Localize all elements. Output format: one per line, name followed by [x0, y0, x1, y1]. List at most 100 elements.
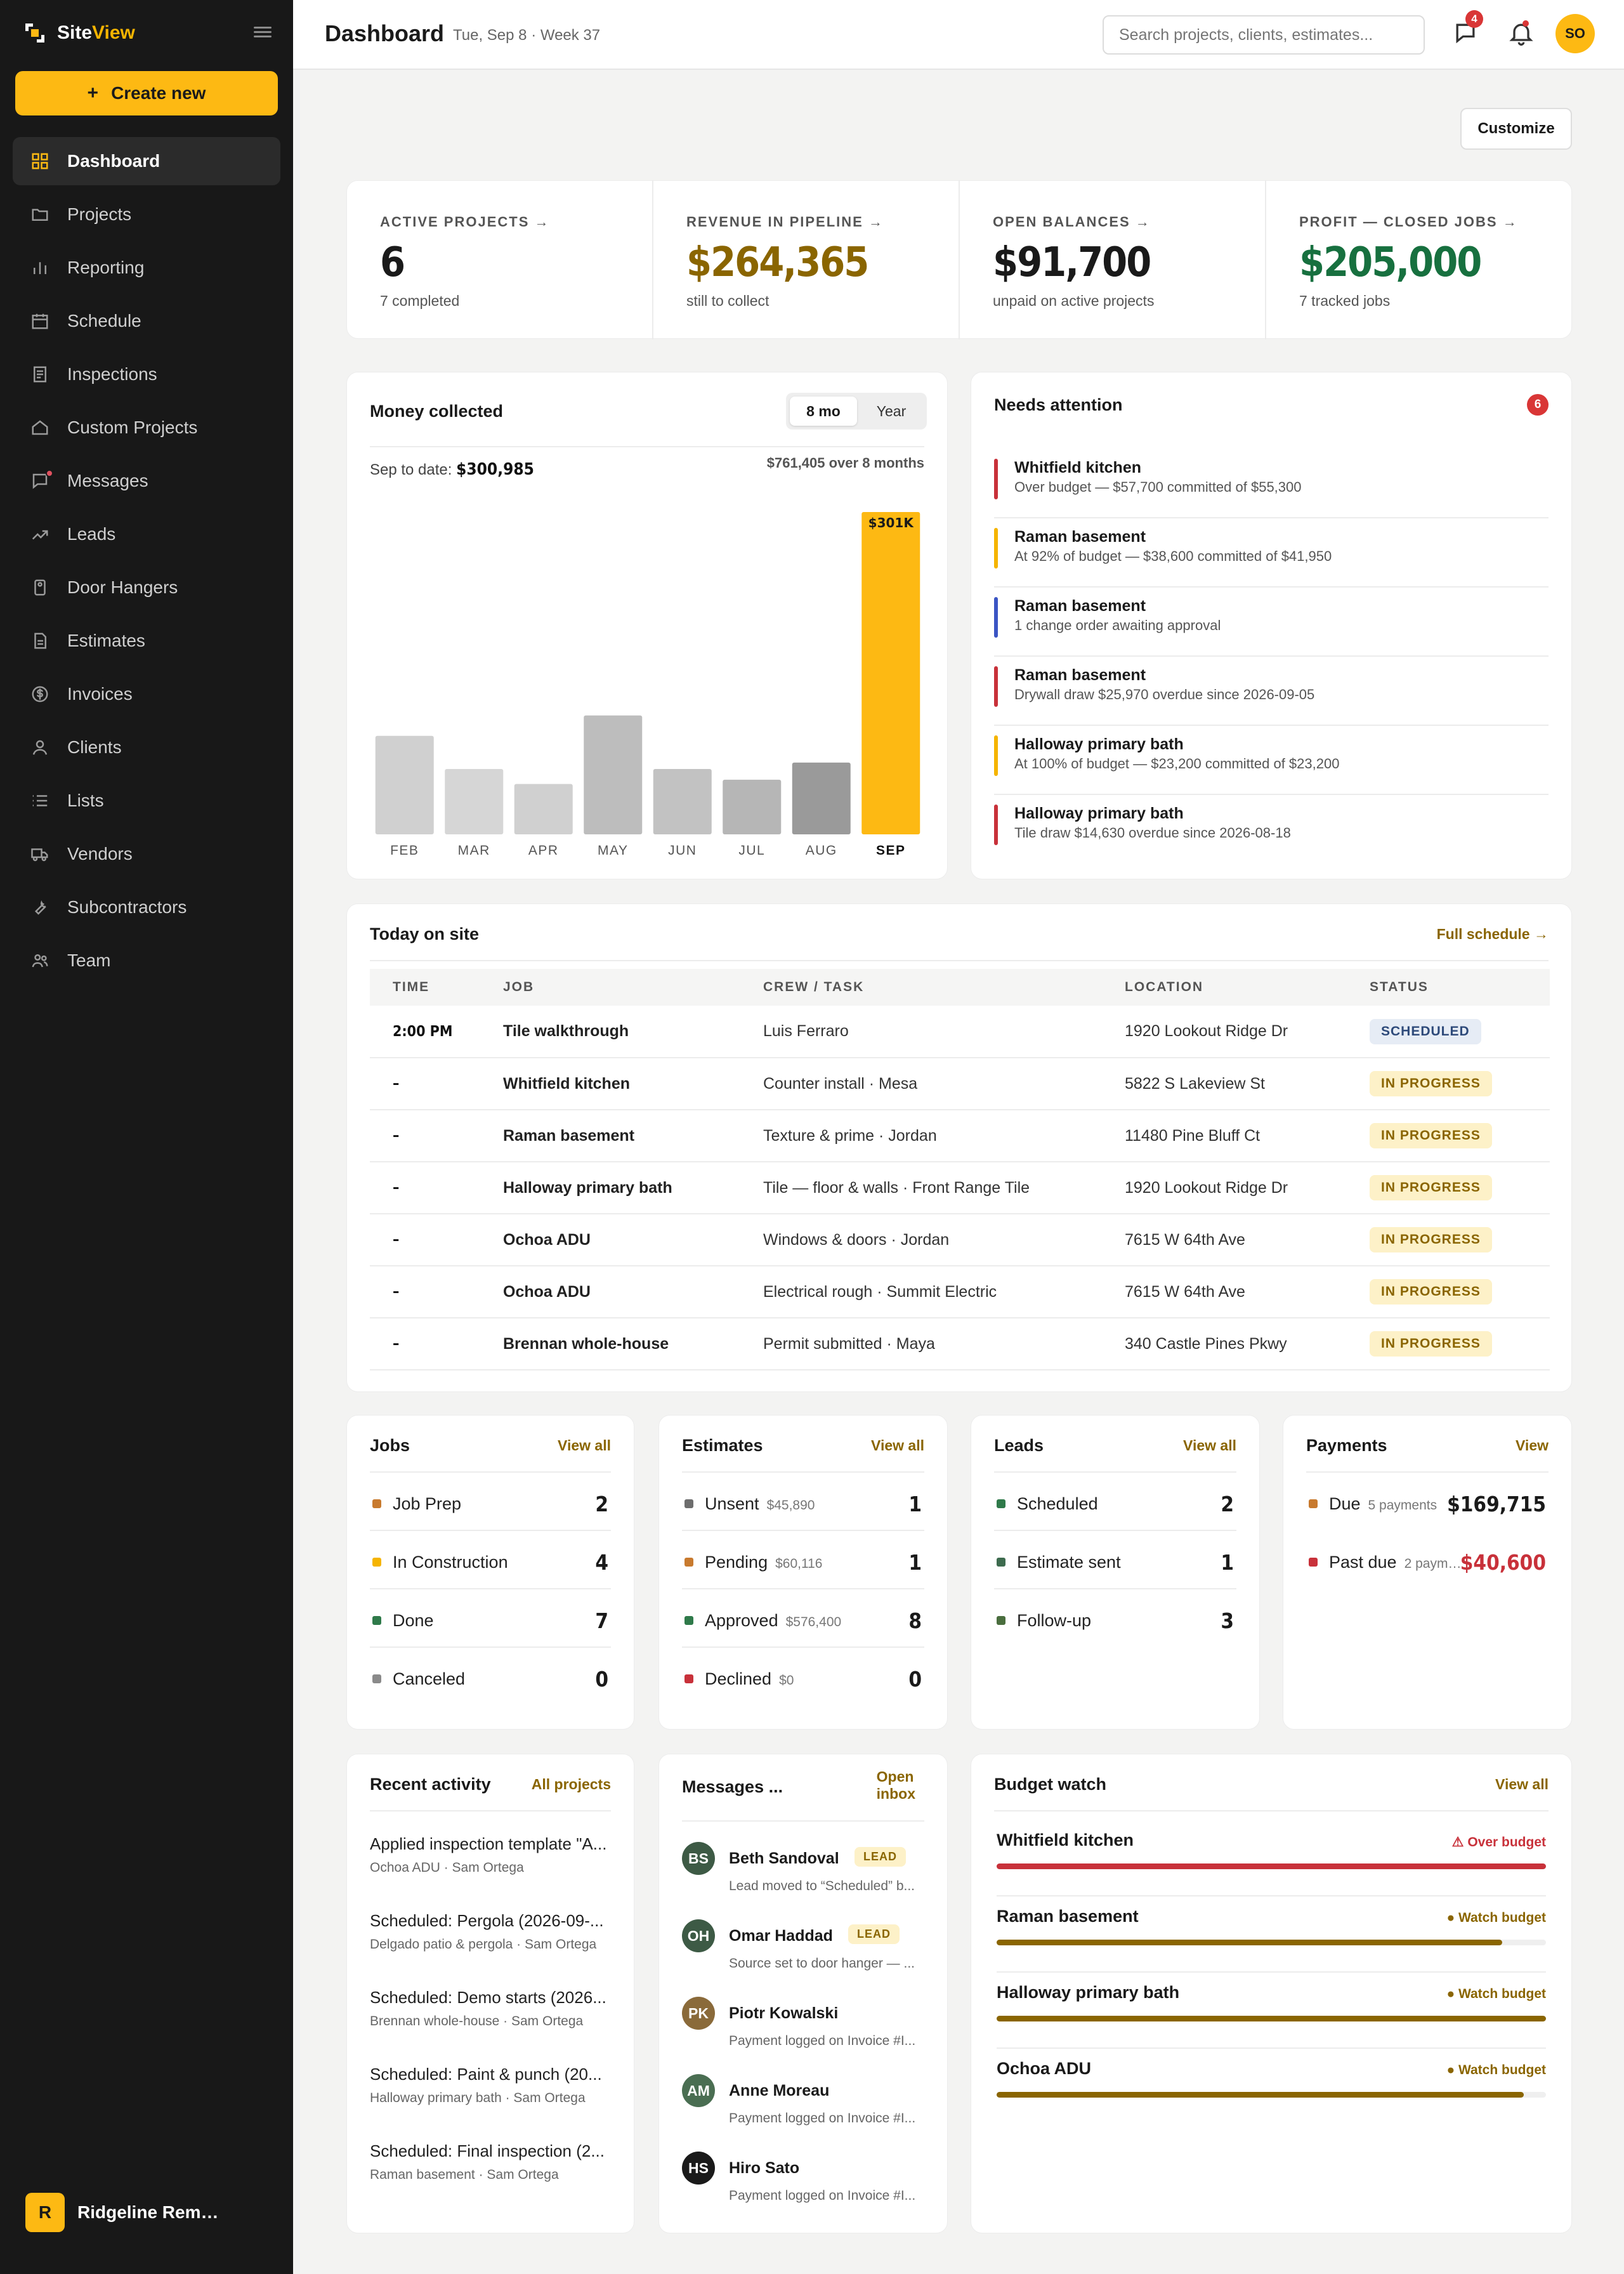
open-inbox-link[interactable]: Open inbox	[877, 1768, 915, 1803]
chart-bar-sep[interactable]	[861, 512, 920, 834]
chart-bar-feb[interactable]	[375, 735, 434, 834]
sidebar-item-door-hangers[interactable]: Door Hangers	[13, 563, 280, 612]
brand[interactable]: SiteView	[23, 20, 135, 46]
sidebar-item-invoices[interactable]: Invoices	[13, 670, 280, 718]
activity-title: Recent activity	[370, 1775, 491, 1794]
list-item[interactable]: Follow-up 3	[994, 1589, 1236, 1648]
activity-item[interactable]: Scheduled: Pergola (2026-09-... Delgado p…	[370, 1911, 611, 1987]
needs-attention-card: Needs attention 6 Whitfield kitchen Over …	[971, 372, 1572, 879]
list-item[interactable]: Due 5 payments $169,715	[1306, 1473, 1549, 1531]
kpi-open-balances[interactable]: OPEN BALANCES → $91,700 unpaid on active…	[960, 181, 1266, 339]
all-projects-link[interactable]: All projects	[531, 1776, 611, 1792]
activity-item[interactable]: Scheduled: Paint & punch (20... Halloway …	[370, 2065, 611, 2141]
list-item[interactable]: Approved $576,400 8	[682, 1589, 924, 1648]
sidebar-item-projects[interactable]: Projects	[13, 190, 280, 239]
budget-item[interactable]: Ochoa ADU ● Watch budget	[997, 2049, 1546, 2125]
budget-item[interactable]: Raman basement ● Watch budget	[997, 1896, 1546, 1973]
payments-view-link[interactable]: View	[1516, 1437, 1549, 1454]
kpi-profit-closed[interactable]: PROFIT — CLOSED JOBS → $205,000 7 tracke…	[1266, 181, 1573, 339]
attention-item[interactable]: Halloway primary bath Tile draw $14,630 o…	[994, 796, 1549, 864]
message-item[interactable]: AM Anne Moreau Payment logged on Invoice #…	[682, 2074, 923, 2152]
search-input[interactable]	[1103, 15, 1425, 55]
list-item[interactable]: In Construction 4	[370, 1531, 611, 1589]
table-row[interactable]: – Ochoa ADU Windows & doors · Jordan 7615 W…	[370, 1214, 1550, 1266]
chart-bar-mar[interactable]	[445, 769, 504, 834]
sidebar-item-clients[interactable]: Clients	[13, 723, 280, 772]
notifications-button[interactable]	[1507, 19, 1535, 47]
table-row[interactable]: – Brennan whole-house Permit submitted · M…	[370, 1318, 1550, 1370]
sidebar-item-inspections[interactable]: Inspections	[13, 350, 280, 398]
list-item[interactable]: Job Prep 2	[370, 1473, 611, 1531]
budget-status: ● Watch budget	[1446, 1910, 1546, 1925]
budget-project: Raman basement	[997, 1907, 1139, 1926]
list-item[interactable]: Past due 2 paym… $40,600	[1306, 1531, 1549, 1589]
list-item[interactable]: Unsent $45,890 1	[682, 1473, 924, 1531]
list-item-value: $40,600	[1460, 1550, 1546, 1575]
list-item[interactable]: Pending $60,116 1	[682, 1531, 924, 1589]
list-item[interactable]: Done 7	[370, 1589, 611, 1648]
sidebar-item-subcontractors[interactable]: Subcontractors	[13, 883, 280, 931]
table-row[interactable]: – Raman basement Texture & prime · Jordan 1…	[370, 1110, 1550, 1162]
sidebar-item-schedule[interactable]: Schedule	[13, 297, 280, 345]
list-item[interactable]: Scheduled 2	[994, 1473, 1236, 1531]
table-row[interactable]: – Halloway primary bath Tile — floor & wal…	[370, 1162, 1550, 1214]
budget-item[interactable]: Whitfield kitchen ⚠ Over budget	[997, 1820, 1546, 1896]
list-item[interactable]: Canceled 0	[370, 1648, 611, 1706]
customize-button[interactable]: Customize	[1460, 108, 1572, 150]
sidebar-item-estimates[interactable]: Estimates	[13, 617, 280, 665]
org-switcher[interactable]: R Ridgeline Rem…	[25, 2193, 218, 2232]
user-avatar[interactable]: SO	[1555, 14, 1595, 53]
activity-item[interactable]: Scheduled: Demo starts (2026... Brennan w…	[370, 1988, 611, 2064]
activity-item[interactable]: Scheduled: Final inspection (2... Raman b…	[370, 2141, 611, 2218]
sidebar-item-leads[interactable]: Leads	[13, 510, 280, 558]
chart-bar-aug[interactable]	[792, 762, 851, 834]
estimates-view-all-link[interactable]: View all	[871, 1437, 924, 1454]
chart-bar-jun[interactable]	[653, 769, 712, 834]
sidebar-item-reporting[interactable]: Reporting	[13, 244, 280, 292]
attention-item[interactable]: Raman basement 1 change order awaiting ap…	[994, 588, 1549, 657]
chart-bar-may[interactable]	[584, 715, 643, 834]
document-icon	[34, 633, 46, 649]
messages-button[interactable]: 4	[1451, 10, 1483, 47]
message-item[interactable]: BS Beth Sandoval LEAD Lead moved to “Schedu…	[682, 1842, 923, 1919]
attention-item[interactable]: Raman basement At 92% of budget — $38,600…	[994, 519, 1549, 588]
sidebar-item-custom-projects[interactable]: Custom Projects	[13, 404, 280, 452]
attention-item[interactable]: Raman basement Drywall draw $25,970 overd…	[994, 657, 1549, 726]
full-schedule-link[interactable]: Full schedule →	[1436, 926, 1549, 942]
sidebar-item-lists[interactable]: Lists	[13, 777, 280, 825]
sidebar-item-vendors[interactable]: Vendors	[13, 830, 280, 878]
budget-project: Ochoa ADU	[997, 2059, 1092, 2078]
jobs-view-all-link[interactable]: View all	[558, 1437, 611, 1454]
list-item[interactable]: Declined $0 0	[682, 1648, 924, 1706]
attention-item[interactable]: Halloway primary bath At 100% of budget —…	[994, 726, 1549, 795]
table-row[interactable]: – Ochoa ADU Electrical rough · Summit Elec…	[370, 1266, 1550, 1318]
menu-toggle-icon[interactable]	[254, 24, 272, 39]
chart-bar-apr[interactable]	[514, 784, 573, 834]
table-row[interactable]: 2:00 PM Tile walkthrough Luis Ferraro 1920 …	[370, 1006, 1550, 1058]
trending-up-icon	[32, 530, 48, 540]
leads-view-all-link[interactable]: View all	[1183, 1437, 1236, 1454]
create-new-button[interactable]: + Create new	[15, 71, 278, 115]
folder-icon	[32, 209, 48, 221]
kpi-active-projects[interactable]: ACTIVE PROJECTS → 6 7 completed	[347, 181, 653, 339]
table-row[interactable]: – Whitfield kitchen Counter install · Mesa…	[370, 1058, 1550, 1110]
range-8mo-button[interactable]: 8 mo	[790, 397, 857, 426]
row-location: 7615 W 64th Ave	[1125, 1214, 1370, 1266]
chart-bar-jul[interactable]	[723, 779, 782, 834]
list-item[interactable]: Estimate sent 1	[994, 1531, 1236, 1589]
activity-item[interactable]: Applied inspection template "A... Ochoa A…	[370, 1834, 611, 1910]
row-crew: Luis Ferraro	[763, 1006, 1125, 1058]
sidebar-item-team[interactable]: Team	[13, 937, 280, 985]
jobs-title: Jobs	[370, 1436, 410, 1455]
message-item[interactable]: HS Hiro Sato Payment logged on Invoice #I.…	[682, 2152, 923, 2229]
budget-item[interactable]: Halloway primary bath ● Watch budget	[997, 1973, 1546, 2049]
budget-view-all-link[interactable]: View all	[1495, 1776, 1549, 1792]
attention-item[interactable]: Whitfield kitchen Over budget — $57,700 c…	[994, 450, 1549, 518]
message-item[interactable]: PK Piotr Kowalski Payment logged on Invoic…	[682, 1997, 923, 2074]
sidebar-item-messages[interactable]: Messages	[13, 457, 280, 505]
kpi-revenue-pipeline[interactable]: REVENUE IN PIPELINE → $264,365 still to …	[653, 181, 960, 339]
message-item[interactable]: OH Omar Haddad LEAD Source set to door hang…	[682, 1919, 923, 1997]
list-item-value: 3	[1221, 1608, 1234, 1633]
sidebar-item-dashboard[interactable]: Dashboard	[13, 137, 280, 185]
range-year-button[interactable]: Year	[876, 402, 907, 419]
